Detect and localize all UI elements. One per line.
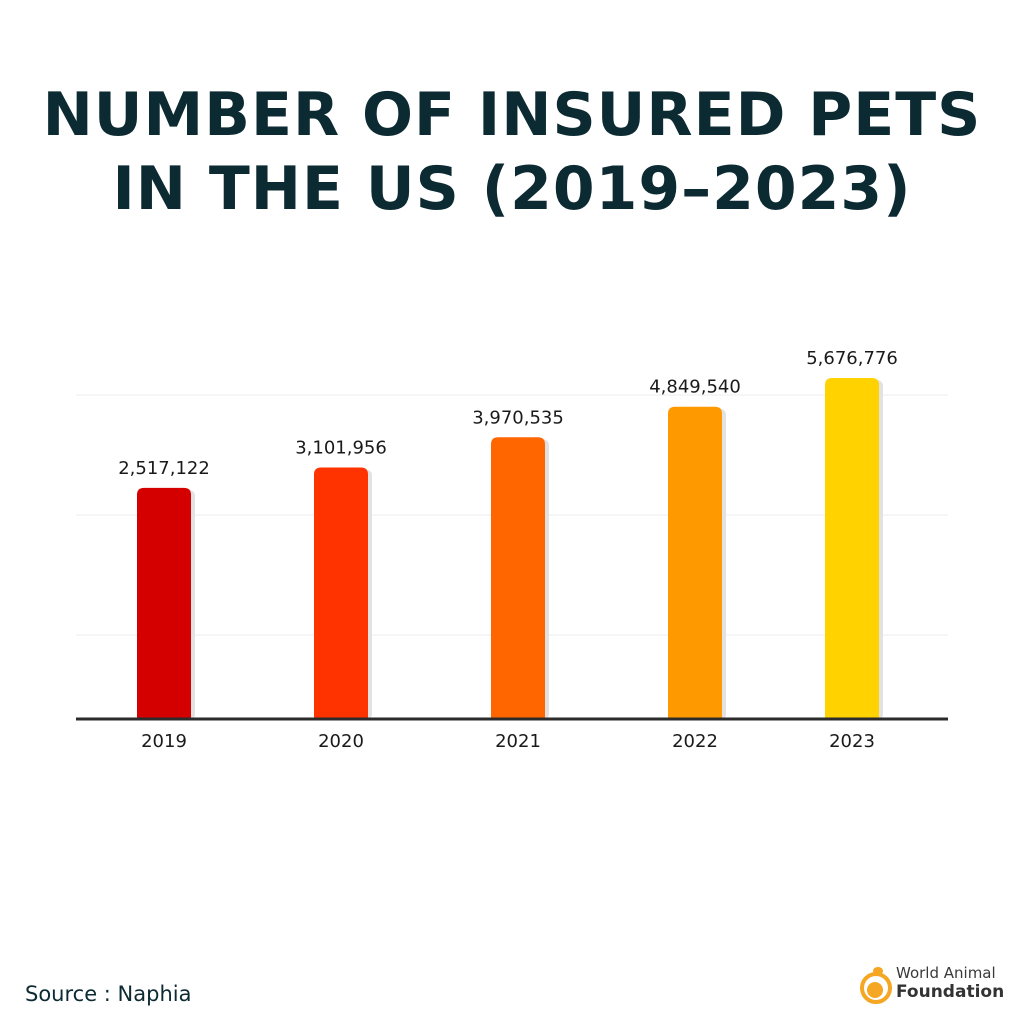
- title-line-1: NUMBER OF INSURED PETS: [42, 80, 982, 150]
- data-label-2021: 3,970,535: [472, 407, 564, 428]
- x-tick-label-2022: 2022: [672, 731, 718, 752]
- data-label-2022: 4,849,540: [649, 377, 741, 398]
- bar-2021: [491, 437, 545, 718]
- data-label-2019: 2,517,122: [118, 458, 210, 479]
- source-note: Source : Naphia: [25, 982, 192, 1006]
- paw-dog-logo-icon: [860, 967, 892, 1004]
- logo-line-2: Foundation: [896, 982, 1005, 1002]
- data-label-2023: 5,676,776: [806, 348, 898, 369]
- bar-2022: [668, 406, 722, 718]
- chart-title: NUMBER OF INSURED PETS IN THE US (2019–2…: [0, 78, 1024, 226]
- bar-2020: [314, 467, 368, 718]
- bar-2019: [137, 487, 191, 718]
- logo-line-1: World Animal: [896, 964, 996, 982]
- x-tick-label-2023: 2023: [829, 731, 875, 752]
- x-tick-label-2019: 2019: [141, 731, 187, 752]
- world-animal-foundation-logo: World Animal Foundation: [858, 962, 1018, 1008]
- data-label-2020: 3,101,956: [295, 437, 387, 458]
- bar-2023: [825, 377, 879, 718]
- title-line-2: IN THE US (2019–2023): [112, 154, 912, 224]
- x-tick-label-2020: 2020: [318, 731, 364, 752]
- x-tick-label-2021: 2021: [495, 731, 541, 752]
